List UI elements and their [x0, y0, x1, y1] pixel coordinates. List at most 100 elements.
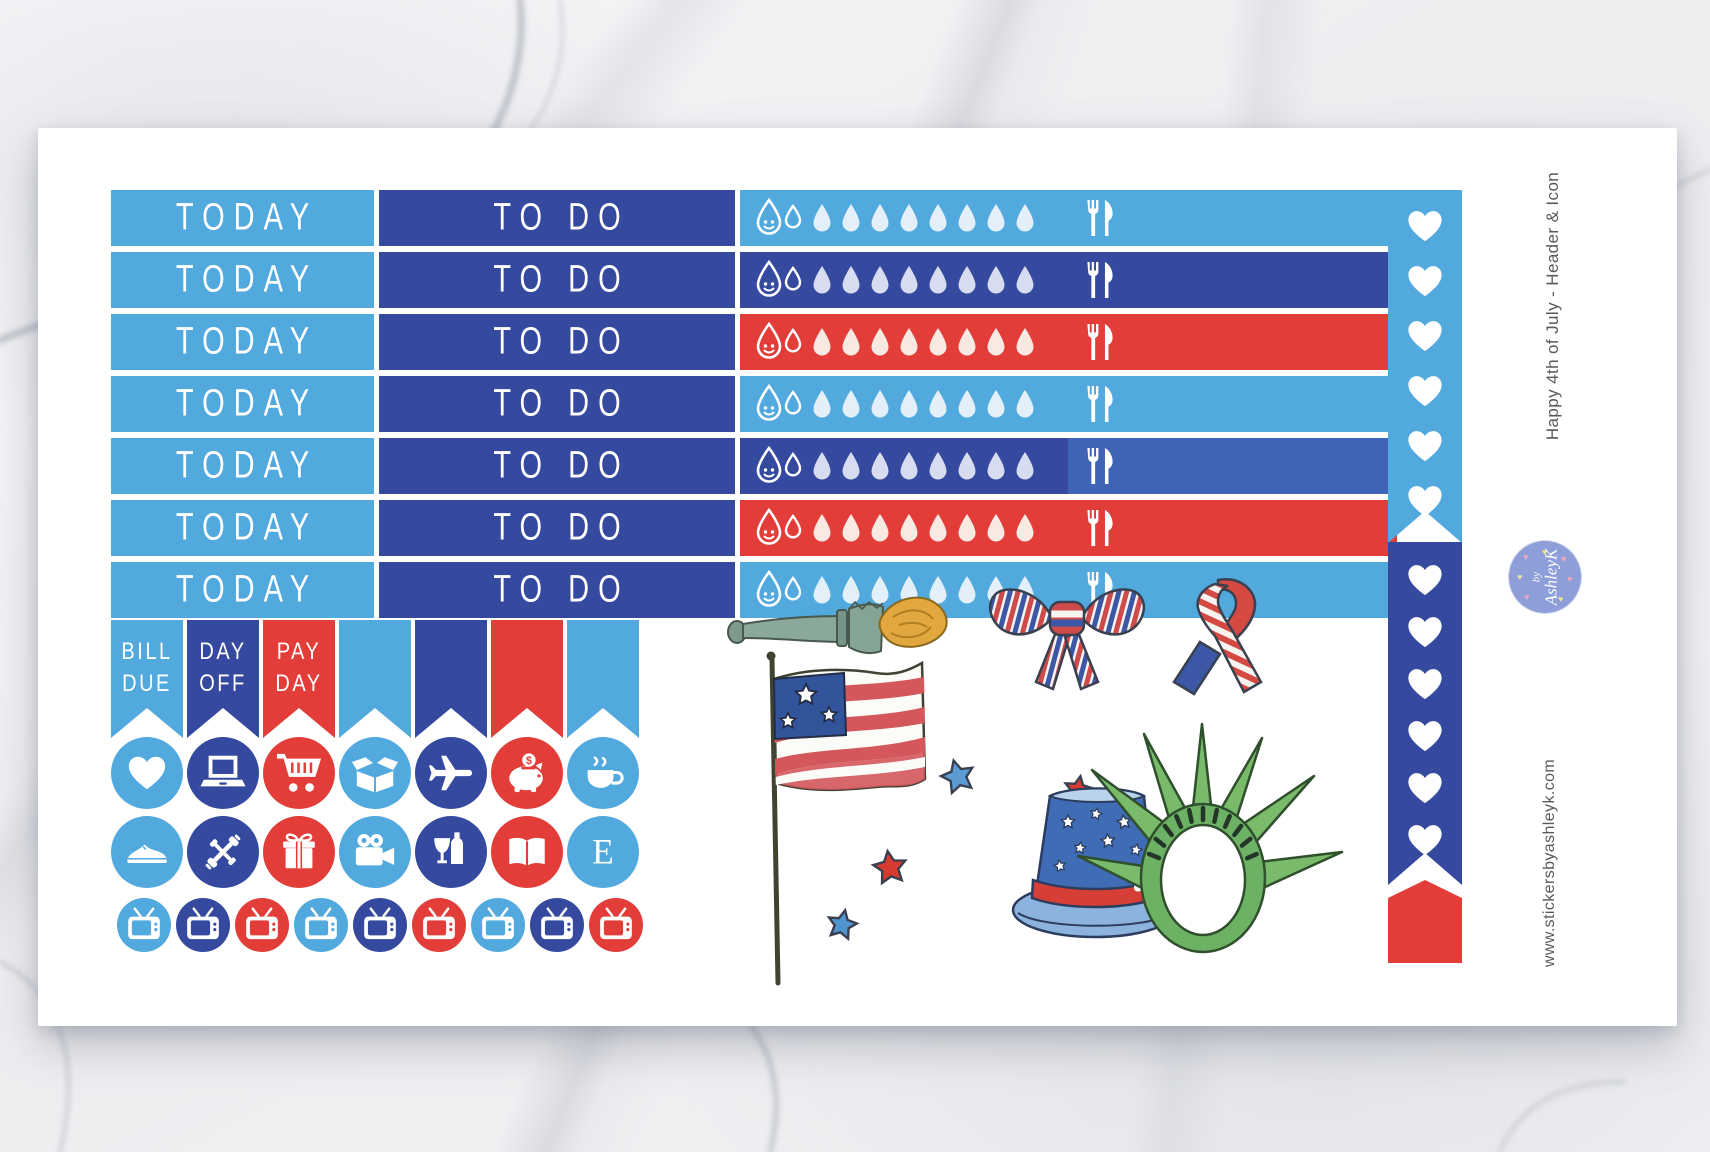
droplet-icon: [1016, 204, 1034, 232]
droplet-icon: [958, 452, 976, 480]
droplet-icon: [842, 514, 860, 542]
heart-icon: [1404, 611, 1446, 649]
tv-sticker: [412, 898, 466, 952]
heart-icon: [1404, 715, 1446, 753]
tv-icon: [364, 907, 396, 940]
tv-sticker: [294, 898, 348, 952]
heart-checkbox: [1404, 471, 1446, 526]
droplet-icon: [842, 328, 860, 356]
heart-icon: [1404, 260, 1446, 298]
droplet-icon: [1016, 452, 1034, 480]
droplet-icon: [813, 576, 831, 604]
droplet-icon: [1016, 390, 1034, 418]
meal-tracker-sticker: [1068, 500, 1397, 556]
tv-sticker: [589, 898, 643, 952]
heart-checkbox: [1404, 306, 1446, 361]
blank-flag-sticker: [339, 620, 411, 738]
heart-checkbox: [1404, 760, 1446, 812]
wine-icon: [434, 832, 463, 864]
todo-label: TO DO: [493, 196, 630, 239]
coffee-sticker: [567, 737, 639, 809]
flag-label: PAY DAY: [275, 638, 323, 697]
droplet-icon: [1016, 328, 1034, 356]
hydrate-tracker-sticker: [740, 190, 1076, 246]
today-sticker: TODAY: [111, 500, 374, 556]
droplet-icon: [929, 266, 947, 294]
logo-heart-icon: ♥: [1561, 554, 1567, 564]
droplet-icon: [958, 390, 976, 418]
fork-knife-icon: [1087, 200, 1113, 236]
today-sticker: TODAY: [111, 190, 374, 246]
heart-checklist-sticker: [1388, 190, 1462, 543]
piggy-bank-sticker: $: [491, 737, 563, 809]
droplet-icon: [929, 514, 947, 542]
droplet-icon: [842, 452, 860, 480]
smiley-droplet-icon: [756, 569, 802, 607]
heart-strip-tail-sticker: [1388, 880, 1462, 963]
meal-tracker-sticker: [1068, 190, 1397, 246]
today-label: TODAY: [175, 196, 319, 239]
tv-icon: [541, 907, 573, 940]
todo-label: TO DO: [493, 506, 630, 549]
droplet-icon: [987, 514, 1005, 542]
piggy-bank-icon: $: [509, 753, 543, 793]
svg-text:$: $: [526, 755, 532, 767]
heart-icon: [1404, 370, 1446, 408]
droplet-icon: [929, 390, 947, 418]
logo-heart-icon: ♥: [1558, 594, 1564, 604]
droplet-icon: [871, 328, 889, 356]
hydrate-tracker-sticker: [740, 314, 1076, 370]
todo-label: TO DO: [493, 258, 630, 301]
droplet-icon: [813, 390, 831, 418]
todo-sticker: TO DO: [379, 438, 735, 494]
droplet-icon: [929, 204, 947, 232]
fork-knife-icon: [1087, 324, 1113, 360]
heart-checkbox: [1404, 361, 1446, 416]
droplet-icon: [929, 328, 947, 356]
tv-icon: [482, 907, 514, 940]
heart-icon: [1404, 205, 1446, 243]
shopping-cart-sticker: [263, 737, 335, 809]
gift-sticker: [263, 816, 335, 888]
heart-checkbox: [1404, 604, 1446, 656]
todo-sticker: TO DO: [379, 252, 735, 308]
watercolor-illustrations: [727, 578, 1344, 986]
fork-knife-icon: [1087, 262, 1113, 298]
heart-checkbox: [1404, 552, 1446, 604]
heart-checkbox: [1404, 196, 1446, 251]
dumbbell-sticker: [187, 816, 259, 888]
droplet-icon: [900, 452, 918, 480]
droplet-icon: [871, 514, 889, 542]
droplet-icon: [900, 576, 918, 604]
droplet-icon: [900, 390, 918, 418]
droplet-icon: [987, 204, 1005, 232]
droplet-icon: [871, 204, 889, 232]
heart-icon: [1404, 767, 1446, 805]
today-label: TODAY: [175, 258, 319, 301]
today-sticker: TODAY: [111, 438, 374, 494]
meal-tracker-sticker: [1068, 376, 1397, 432]
droplet-icon: [958, 204, 976, 232]
droplet-icon: [842, 266, 860, 294]
heart-sticker: [111, 737, 183, 809]
logo-heart-icon: ♥: [1542, 547, 1548, 557]
meal-tracker-sticker: [1068, 252, 1397, 308]
heart-icon: [1404, 559, 1446, 597]
laptop-sticker: [187, 737, 259, 809]
smiley-droplet-icon: [756, 383, 802, 421]
plane-sticker: [415, 737, 487, 809]
heart-icon: [1404, 480, 1446, 518]
today-sticker: TODAY: [111, 562, 374, 618]
meal-tracker-sticker: [1068, 314, 1397, 370]
today-sticker: TODAY: [111, 314, 374, 370]
tv-sticker: [176, 898, 230, 952]
dumbbell-icon: [205, 834, 241, 870]
heart-checkbox: [1404, 708, 1446, 760]
laptop-icon: [200, 755, 246, 787]
flag-label: DAY OFF: [199, 638, 247, 697]
tv-icon: [600, 907, 632, 940]
todo-sticker: TO DO: [379, 314, 735, 370]
heart-checklist-sticker: [1388, 542, 1462, 885]
hydrate-tracker-sticker: [740, 438, 1076, 494]
droplet-icon: [900, 266, 918, 294]
